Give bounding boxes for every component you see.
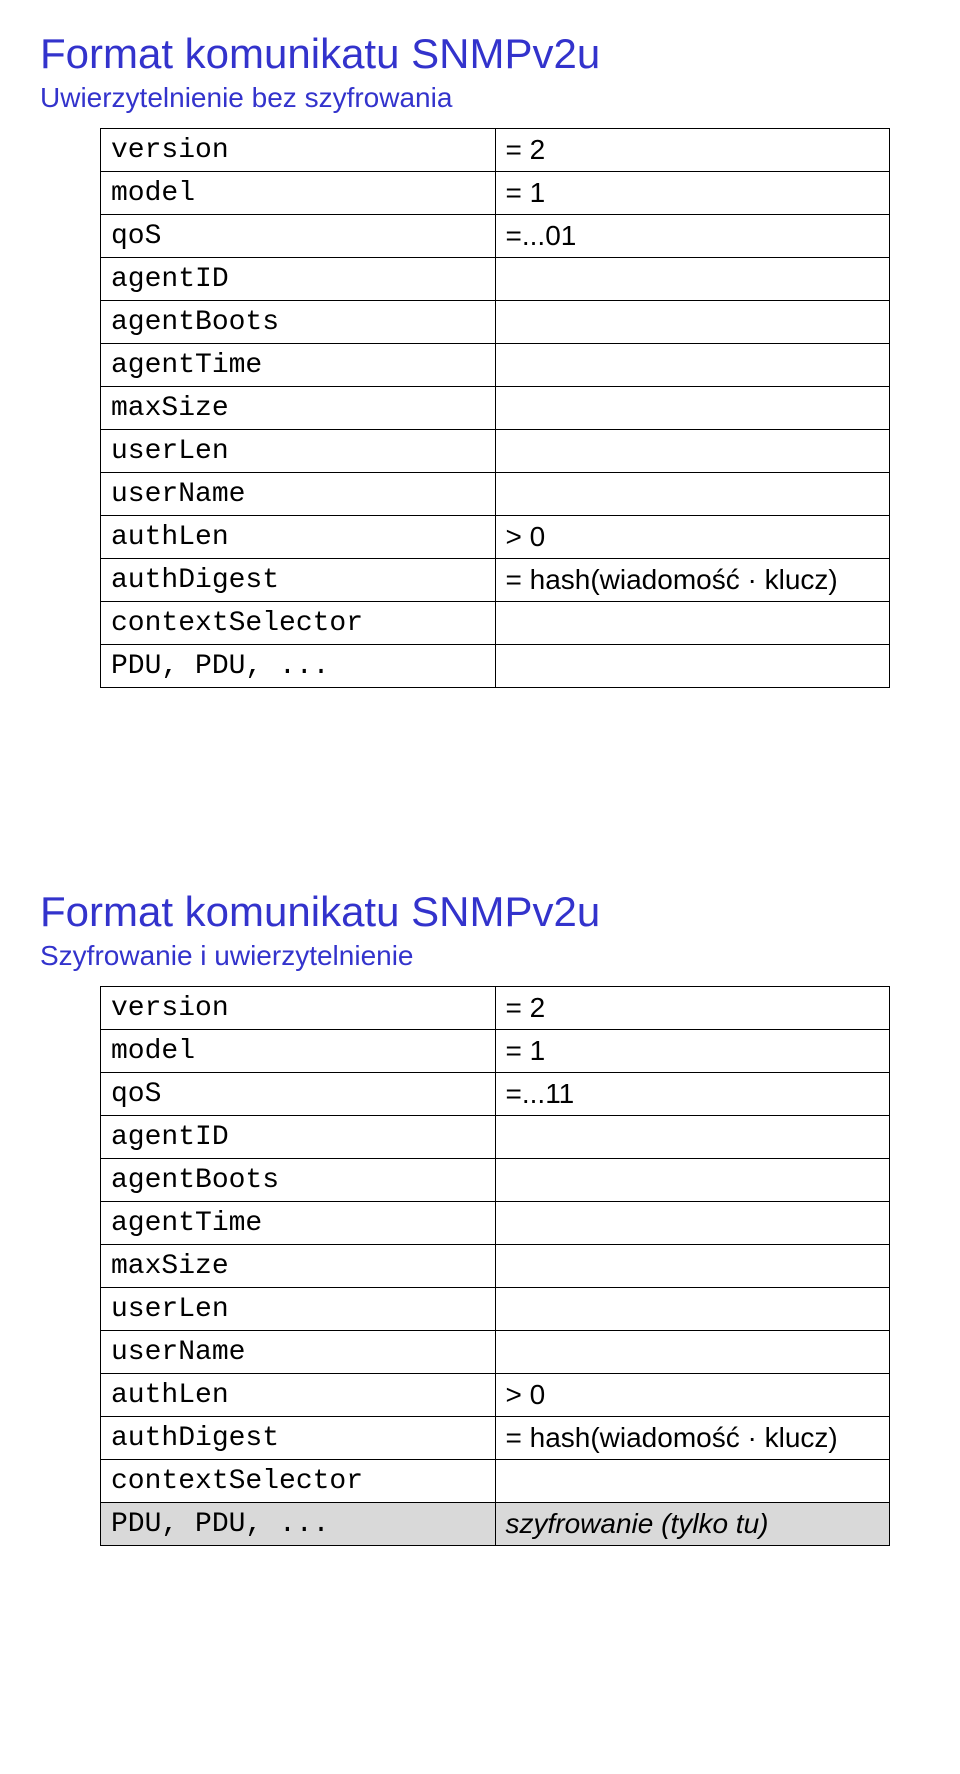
field-cell: contextSelector <box>101 602 496 645</box>
table-row: model= 1 <box>101 1030 890 1073</box>
section-auth-no-encryption: Format komunikatu SNMPv2u Uwierzytelnien… <box>40 30 920 688</box>
table-row: agentID <box>101 1116 890 1159</box>
field-cell: PDU, PDU, ... <box>101 1503 496 1546</box>
field-cell: maxSize <box>101 1245 496 1288</box>
field-cell: authLen <box>101 1374 496 1417</box>
value-cell: = 1 <box>495 172 890 215</box>
field-cell: userName <box>101 473 496 516</box>
value-cell: = hash(wiadomość · klucz) <box>495 1417 890 1460</box>
value-cell <box>495 430 890 473</box>
section1-subtitle: Uwierzytelnienie bez szyfrowania <box>40 82 920 114</box>
table-row: PDU, PDU, ...szyfrowanie (tylko tu) <box>101 1503 890 1546</box>
table-row: model= 1 <box>101 172 890 215</box>
section1-tbody: version= 2 model= 1 qoS=...01 agentID ag… <box>101 129 890 688</box>
value-cell <box>495 1202 890 1245</box>
field-cell: authDigest <box>101 1417 496 1460</box>
section1-title: Format komunikatu SNMPv2u <box>40 30 920 78</box>
field-cell: model <box>101 1030 496 1073</box>
table-row: agentBoots <box>101 301 890 344</box>
value-cell <box>495 1245 890 1288</box>
value-cell <box>495 387 890 430</box>
value-cell <box>495 1460 890 1503</box>
table-row: userLen <box>101 1288 890 1331</box>
section2-table-wrap: version= 2 model= 1 qoS=...11 agentID ag… <box>100 986 890 1546</box>
table-row: userName <box>101 1331 890 1374</box>
field-cell: agentTime <box>101 1202 496 1245</box>
table-row: maxSize <box>101 1245 890 1288</box>
value-cell: = 2 <box>495 129 890 172</box>
table-row: agentID <box>101 258 890 301</box>
value-cell <box>495 1116 890 1159</box>
field-cell: userName <box>101 1331 496 1374</box>
field-cell: contextSelector <box>101 1460 496 1503</box>
field-cell: model <box>101 172 496 215</box>
value-cell <box>495 258 890 301</box>
value-cell <box>495 473 890 516</box>
value-cell: =...11 <box>495 1073 890 1116</box>
section2-table: version= 2 model= 1 qoS=...11 agentID ag… <box>100 986 890 1546</box>
table-row: maxSize <box>101 387 890 430</box>
field-cell: authDigest <box>101 559 496 602</box>
section-encryption-and-auth: Format komunikatu SNMPv2u Szyfrowanie i … <box>40 888 920 1546</box>
page: Format komunikatu SNMPv2u Uwierzytelnien… <box>0 0 960 1626</box>
field-cell: agentBoots <box>101 301 496 344</box>
value-cell: = 1 <box>495 1030 890 1073</box>
table-row: agentBoots <box>101 1159 890 1202</box>
value-cell: = 2 <box>495 987 890 1030</box>
value-cell: =...01 <box>495 215 890 258</box>
table-row: userLen <box>101 430 890 473</box>
field-cell: userLen <box>101 430 496 473</box>
table-row: version= 2 <box>101 987 890 1030</box>
field-cell: maxSize <box>101 387 496 430</box>
field-cell: userLen <box>101 1288 496 1331</box>
table-row: version= 2 <box>101 129 890 172</box>
table-row: authDigest= hash(wiadomość · klucz) <box>101 559 890 602</box>
field-cell: agentID <box>101 1116 496 1159</box>
value-cell <box>495 1288 890 1331</box>
field-cell: agentID <box>101 258 496 301</box>
field-cell: agentTime <box>101 344 496 387</box>
field-cell: agentBoots <box>101 1159 496 1202</box>
field-cell: version <box>101 129 496 172</box>
table-row: authLen> 0 <box>101 1374 890 1417</box>
section1-table-wrap: version= 2 model= 1 qoS=...01 agentID ag… <box>100 128 890 688</box>
value-cell: szyfrowanie (tylko tu) <box>495 1503 890 1546</box>
value-cell <box>495 602 890 645</box>
section2-subtitle: Szyfrowanie i uwierzytelnienie <box>40 940 920 972</box>
field-cell: version <box>101 987 496 1030</box>
value-cell <box>495 344 890 387</box>
field-cell: qoS <box>101 1073 496 1116</box>
table-row: agentTime <box>101 344 890 387</box>
value-cell: > 0 <box>495 516 890 559</box>
field-cell: PDU, PDU, ... <box>101 645 496 688</box>
table-row: PDU, PDU, ... <box>101 645 890 688</box>
value-cell <box>495 645 890 688</box>
table-row: authDigest= hash(wiadomość · klucz) <box>101 1417 890 1460</box>
section1-table: version= 2 model= 1 qoS=...01 agentID ag… <box>100 128 890 688</box>
value-cell <box>495 1159 890 1202</box>
table-row: qoS=...11 <box>101 1073 890 1116</box>
section2-tbody: version= 2 model= 1 qoS=...11 agentID ag… <box>101 987 890 1546</box>
table-row: authLen> 0 <box>101 516 890 559</box>
field-cell: qoS <box>101 215 496 258</box>
value-cell: = hash(wiadomość · klucz) <box>495 559 890 602</box>
value-cell <box>495 301 890 344</box>
table-row: agentTime <box>101 1202 890 1245</box>
value-cell <box>495 1331 890 1374</box>
table-row: qoS=...01 <box>101 215 890 258</box>
table-row: contextSelector <box>101 1460 890 1503</box>
section2-title: Format komunikatu SNMPv2u <box>40 888 920 936</box>
table-row: contextSelector <box>101 602 890 645</box>
table-row: userName <box>101 473 890 516</box>
field-cell: authLen <box>101 516 496 559</box>
value-cell: > 0 <box>495 1374 890 1417</box>
